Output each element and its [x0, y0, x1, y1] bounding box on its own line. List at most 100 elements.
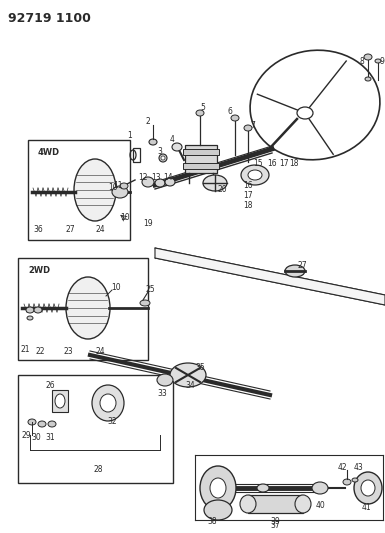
- Text: 31: 31: [45, 433, 55, 442]
- Ellipse shape: [352, 478, 358, 482]
- Text: 42: 42: [337, 463, 347, 472]
- Ellipse shape: [66, 277, 110, 339]
- Bar: [185, 145, 217, 173]
- Ellipse shape: [74, 159, 116, 221]
- Bar: [183, 149, 219, 155]
- Ellipse shape: [159, 154, 167, 162]
- Text: 32: 32: [107, 417, 117, 426]
- Text: 2: 2: [146, 117, 151, 126]
- Text: 28: 28: [93, 465, 103, 474]
- Bar: [28, 140, 130, 240]
- Text: 36: 36: [33, 225, 43, 235]
- Text: 17: 17: [243, 191, 253, 200]
- Ellipse shape: [240, 495, 256, 513]
- Ellipse shape: [365, 77, 371, 81]
- Ellipse shape: [312, 482, 328, 494]
- Text: 7: 7: [251, 120, 255, 130]
- Text: 2WD: 2WD: [28, 266, 50, 275]
- Text: 8: 8: [360, 58, 364, 67]
- Bar: [133, 148, 140, 162]
- Ellipse shape: [142, 177, 154, 187]
- Polygon shape: [155, 248, 385, 305]
- Text: 34: 34: [185, 381, 195, 390]
- Text: 41: 41: [361, 504, 371, 513]
- Ellipse shape: [34, 307, 42, 313]
- Ellipse shape: [354, 472, 382, 504]
- Text: 12: 12: [138, 173, 148, 182]
- Ellipse shape: [161, 156, 165, 160]
- Text: 24: 24: [95, 225, 105, 235]
- Text: 21: 21: [20, 345, 30, 354]
- Text: 10: 10: [111, 284, 121, 293]
- Ellipse shape: [343, 479, 351, 485]
- Text: 20: 20: [217, 185, 227, 195]
- Text: 15: 15: [253, 158, 263, 167]
- Ellipse shape: [140, 300, 150, 306]
- Text: 25: 25: [145, 286, 155, 295]
- Text: 27: 27: [297, 261, 307, 270]
- Ellipse shape: [248, 170, 262, 180]
- Text: 4: 4: [169, 135, 174, 144]
- Ellipse shape: [170, 363, 206, 387]
- Ellipse shape: [364, 54, 372, 60]
- Ellipse shape: [172, 143, 182, 151]
- Ellipse shape: [244, 125, 252, 131]
- Ellipse shape: [155, 179, 165, 187]
- Ellipse shape: [38, 421, 46, 427]
- Ellipse shape: [210, 478, 226, 498]
- Bar: [18, 258, 148, 360]
- Text: 37: 37: [270, 521, 280, 529]
- Text: 23: 23: [63, 348, 73, 357]
- Text: 39: 39: [270, 518, 280, 527]
- Text: 11: 11: [113, 181, 123, 190]
- Text: 17: 17: [279, 158, 289, 167]
- Ellipse shape: [100, 394, 116, 412]
- Ellipse shape: [361, 480, 375, 496]
- Bar: [183, 163, 219, 169]
- Ellipse shape: [204, 500, 232, 520]
- Ellipse shape: [297, 107, 313, 119]
- Text: 18: 18: [243, 200, 253, 209]
- Text: 40: 40: [315, 500, 325, 510]
- Text: 35: 35: [195, 364, 205, 373]
- Bar: [18, 375, 173, 483]
- Ellipse shape: [28, 419, 36, 425]
- Text: 92719 1100: 92719 1100: [8, 12, 91, 25]
- Ellipse shape: [92, 385, 124, 421]
- Text: 33: 33: [157, 389, 167, 398]
- Text: 43: 43: [353, 463, 363, 472]
- Ellipse shape: [120, 183, 128, 189]
- Text: 9: 9: [380, 58, 385, 67]
- Text: 27: 27: [65, 225, 75, 235]
- Ellipse shape: [149, 139, 157, 145]
- Text: 29: 29: [21, 432, 31, 440]
- Ellipse shape: [375, 59, 381, 63]
- Ellipse shape: [241, 165, 269, 185]
- Text: 19: 19: [143, 219, 153, 228]
- Text: 38: 38: [207, 518, 217, 527]
- Ellipse shape: [295, 495, 311, 513]
- Ellipse shape: [231, 115, 239, 121]
- Text: 3: 3: [157, 148, 162, 157]
- Ellipse shape: [55, 394, 65, 408]
- Ellipse shape: [203, 175, 227, 191]
- Text: 10: 10: [108, 183, 118, 192]
- Text: 16: 16: [243, 182, 253, 190]
- Text: 10: 10: [120, 214, 130, 222]
- Text: 24: 24: [95, 348, 105, 357]
- Bar: [248, 495, 303, 513]
- Ellipse shape: [285, 265, 305, 277]
- Text: 6: 6: [228, 108, 233, 117]
- Ellipse shape: [196, 110, 204, 116]
- Text: 4WD: 4WD: [38, 148, 60, 157]
- Text: 1: 1: [127, 131, 132, 140]
- Ellipse shape: [112, 186, 128, 198]
- Ellipse shape: [157, 374, 173, 386]
- Text: 22: 22: [35, 348, 45, 357]
- Ellipse shape: [48, 421, 56, 427]
- Ellipse shape: [165, 178, 175, 186]
- Bar: [52, 390, 68, 412]
- Text: 30: 30: [31, 433, 41, 442]
- Ellipse shape: [200, 466, 236, 510]
- Ellipse shape: [257, 484, 269, 492]
